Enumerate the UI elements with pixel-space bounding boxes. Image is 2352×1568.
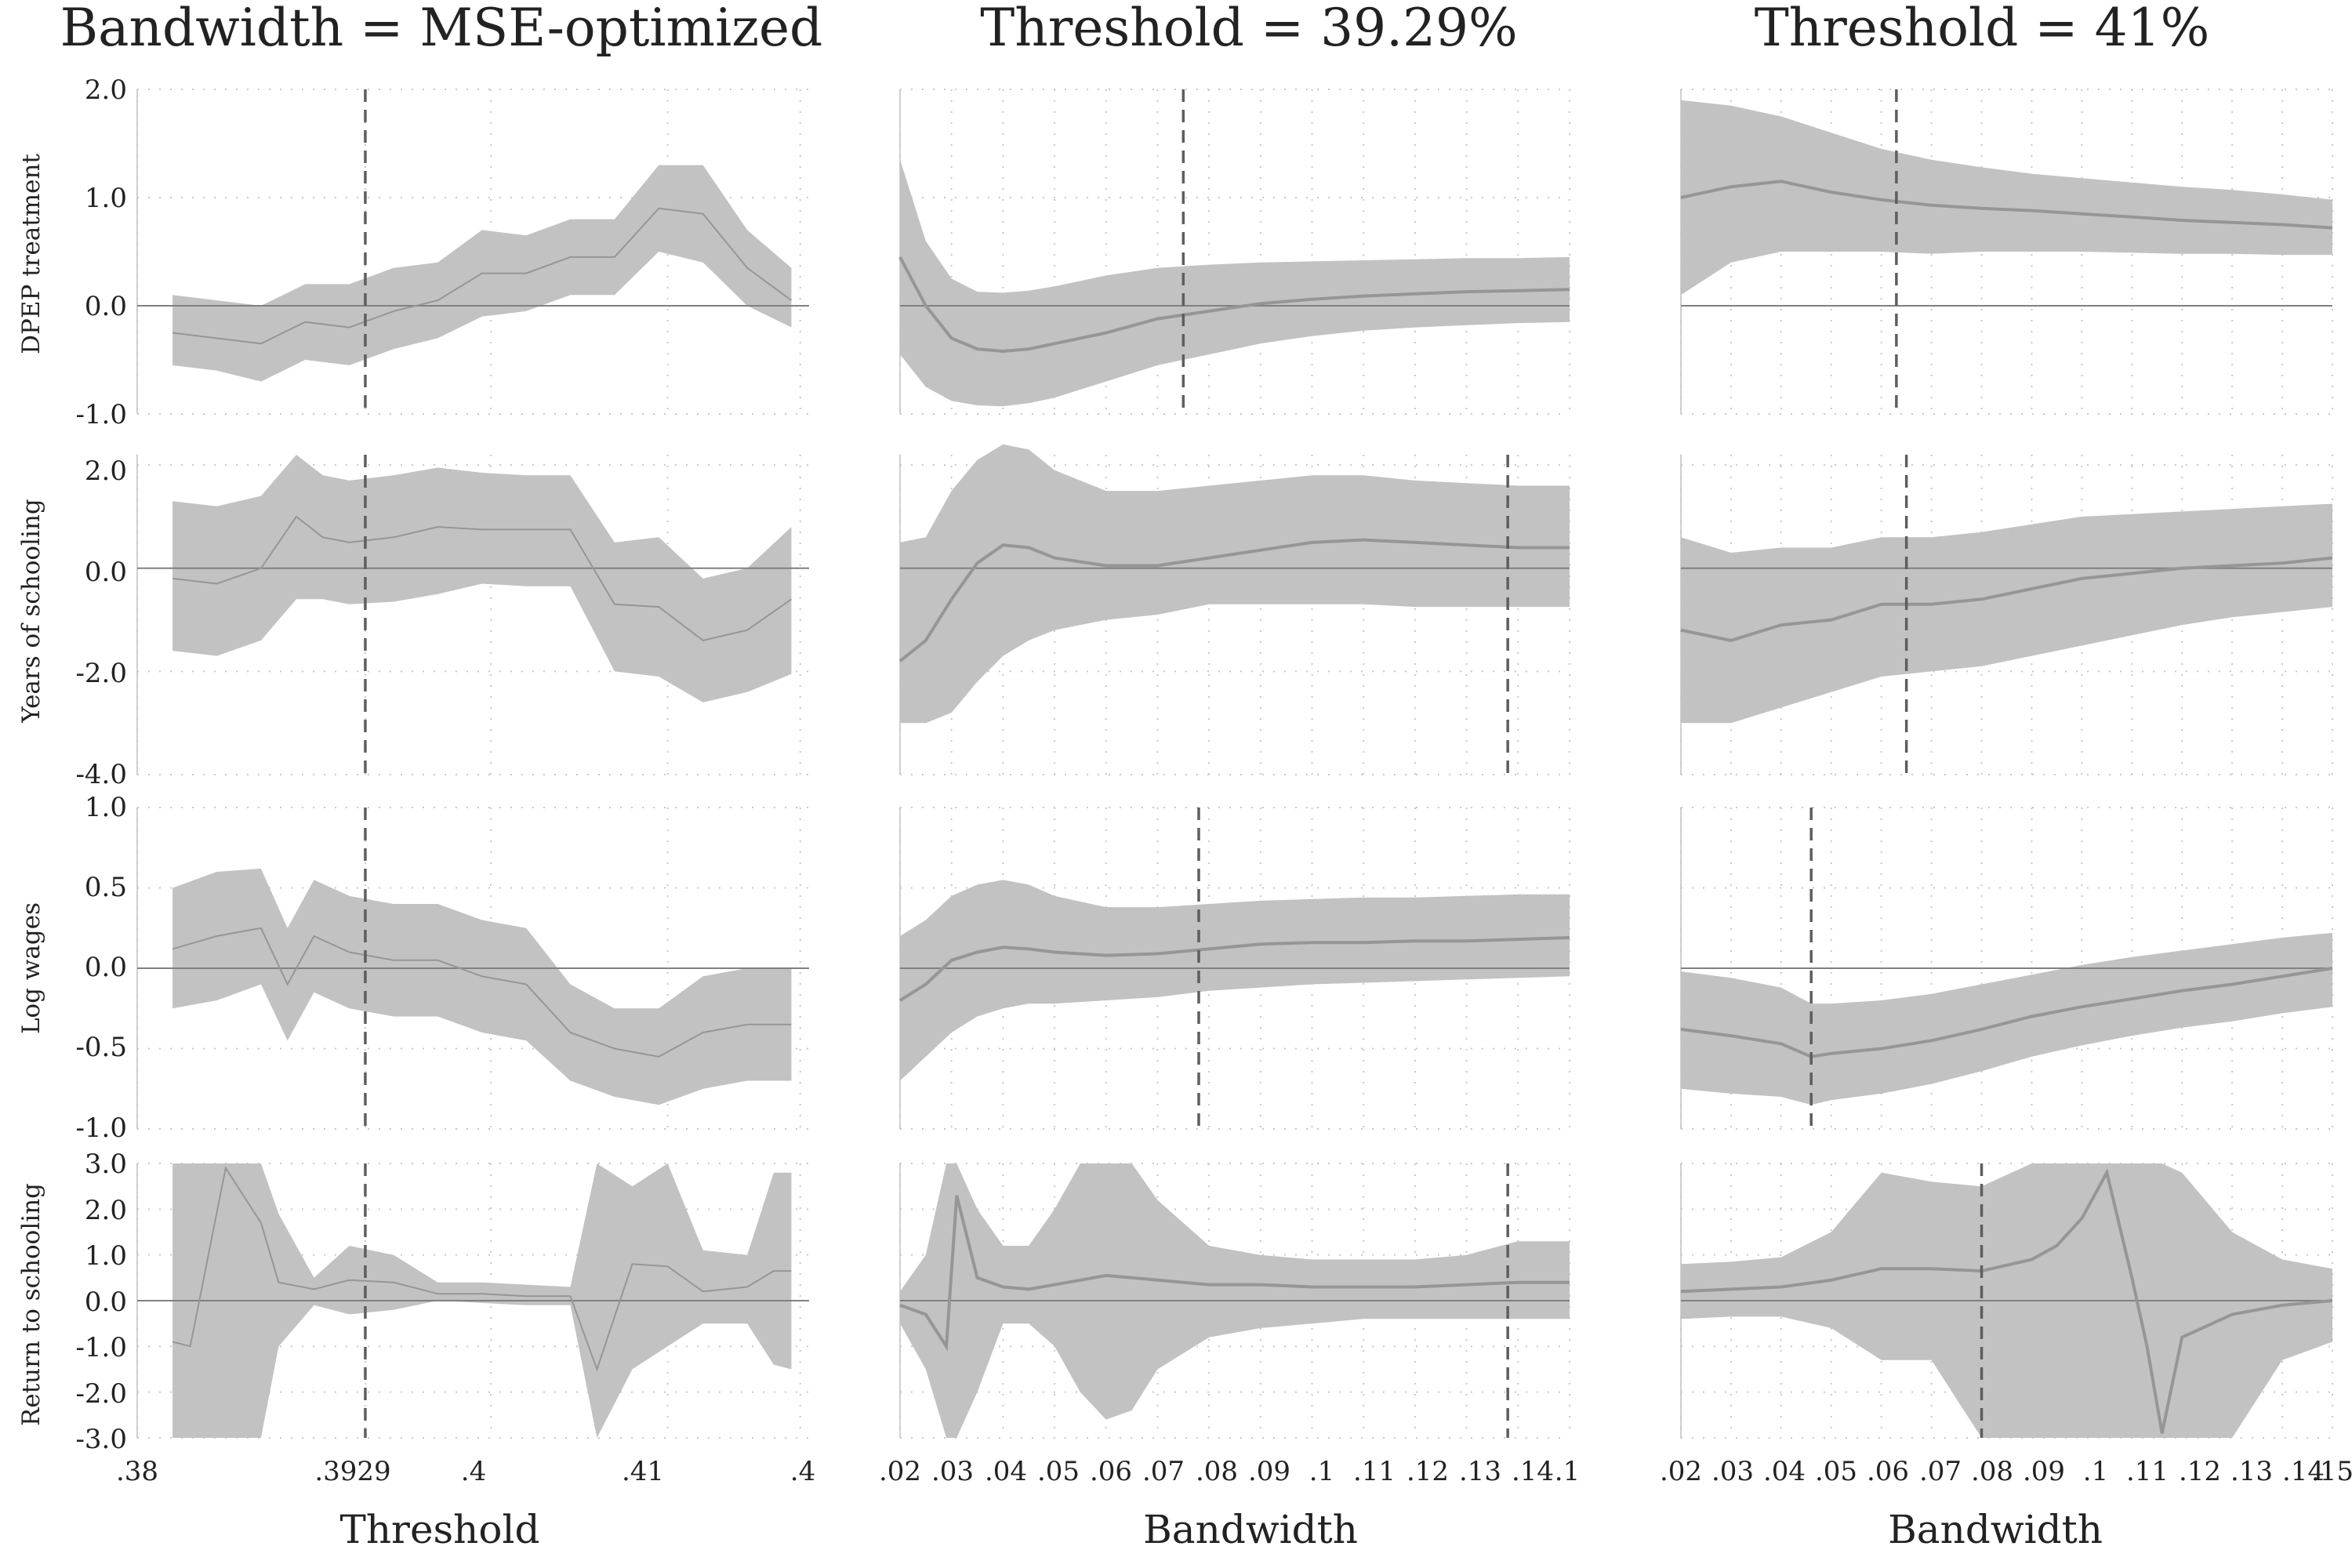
x-tick-label: .4 (461, 1456, 486, 1487)
panel-return-bandwidth-41 (1680, 1163, 2333, 1439)
x-tick-label: .38 (116, 1456, 158, 1487)
confidence-band (1681, 932, 2332, 1105)
panel-dpep-bandwidth-41 (1680, 89, 2333, 415)
y-tick-label: -0.5 (75, 1032, 127, 1063)
y-tick-label: -1.0 (75, 1332, 127, 1363)
y-tick-label: 3.0 (85, 1149, 127, 1180)
panel-wages-threshold (136, 807, 809, 1130)
x-axis-title-3: Bandwidth (1888, 1507, 2103, 1552)
x-tick-label: .09 (2023, 1456, 2065, 1487)
x-tick-label: .05 (1815, 1456, 1857, 1487)
x-tick-label: .04 (985, 1456, 1027, 1487)
x-tick-label: .03 (1711, 1456, 1754, 1487)
x-tick-label: .08 (1196, 1456, 1238, 1487)
x-axis-title-1: Threshold (339, 1507, 539, 1552)
y-tick-label: -1.0 (75, 399, 127, 430)
x-tick-label: .11 (2126, 1456, 2169, 1487)
panel-return-threshold (136, 1163, 809, 1439)
y-tick-label: 2.0 (85, 456, 127, 487)
x-tick-label: .11 (1353, 1456, 1396, 1487)
confidence-band (172, 868, 792, 1105)
panel-schooling-threshold (136, 455, 809, 775)
x-tick-label: .41 (622, 1456, 664, 1487)
x-tick-label: .09 (1248, 1456, 1290, 1487)
y-tick-label: -2.0 (75, 658, 127, 689)
estimate-line (172, 207, 792, 345)
confidence-band (1681, 100, 2332, 296)
x-tick-label: .15 (2311, 1456, 2352, 1487)
estimate-line (898, 936, 1570, 1002)
x-tick-label: .07 (1919, 1456, 1962, 1487)
estimate-line (172, 927, 792, 1058)
y-tick-label: 2.0 (85, 1195, 127, 1226)
column-title-1: Bandwidth = MSE-optimized (60, 0, 823, 58)
y-tick-label: -1.0 (75, 1112, 127, 1144)
row-label-1: DPEP treatment (17, 154, 45, 354)
row-label-4: Return to schooling (17, 1183, 45, 1426)
panel-schooling-bandwidth-3929 (898, 444, 1570, 775)
x-tick-label: .14 (2282, 1456, 2325, 1487)
y-tick-label: 1.0 (85, 1240, 127, 1272)
x-tick-label: .06 (1867, 1456, 1909, 1487)
row-label-3: Log wages (17, 902, 45, 1034)
y-tick-label: -2.0 (75, 1378, 127, 1410)
x-tick-label: .3929 (314, 1456, 390, 1487)
x-tick-label: .13 (2230, 1456, 2273, 1487)
estimate-line (1680, 967, 2333, 1058)
y-tick-label: 0.5 (85, 872, 127, 903)
panel-wages-bandwidth-41 (1680, 807, 2333, 1130)
x-tick-label: .1 (2083, 1456, 2108, 1487)
y-tick-label: 0.0 (85, 952, 127, 983)
y-tick-label: 1.0 (85, 792, 127, 823)
x-tick-label: .1 (1309, 1456, 1334, 1487)
y-tick-label: 0.0 (85, 1287, 127, 1318)
x-axis-title-2: Bandwidth (1143, 1507, 1358, 1552)
x-tick-label: .12 (1406, 1456, 1449, 1487)
panel-dpep-threshold (136, 89, 809, 415)
confidence-band (900, 159, 1570, 407)
x-tick-label: .07 (1142, 1456, 1185, 1487)
estimate-line (1680, 180, 2333, 230)
confidence-band (172, 455, 792, 702)
x-tick-label: .13 (1459, 1456, 1501, 1487)
y-tick-label: 1.0 (85, 183, 127, 214)
column-title-2: Threshold = 39.29% (980, 0, 1518, 58)
x-tick-label: .12 (2179, 1456, 2221, 1487)
row-label-2: Years of schooling (17, 499, 45, 723)
panel-wages-bandwidth-3929 (898, 807, 1570, 1130)
x-tick-label: .03 (931, 1456, 974, 1487)
x-tick-label: .14 (1512, 1456, 1554, 1487)
x-tick-label: .02 (1660, 1456, 1702, 1487)
x-tick-label: .04 (1763, 1456, 1806, 1487)
x-tick-label: .06 (1090, 1456, 1132, 1487)
x-tick-label: .4 (790, 1456, 815, 1487)
estimate-line (899, 1195, 1570, 1352)
estimate-line (1680, 556, 2333, 642)
y-tick-label: 2.0 (85, 74, 127, 106)
x-tick-label: .05 (1037, 1456, 1080, 1487)
y-tick-label: 0.0 (85, 557, 127, 588)
estimate-line (898, 256, 1570, 354)
estimate-line (172, 515, 792, 641)
x-tick-label: .1 (1555, 1456, 1580, 1487)
confidence-band (1681, 503, 2332, 724)
y-tick-label: -3.0 (75, 1424, 127, 1455)
panel-dpep-bandwidth-3929 (898, 89, 1570, 415)
estimate-line (1680, 1168, 2333, 1434)
estimate-line (172, 1166, 792, 1372)
y-tick-label: -4.0 (75, 759, 127, 790)
estimate-line (898, 538, 1570, 662)
x-tick-label: .02 (879, 1456, 921, 1487)
y-tick-label: 0.0 (85, 291, 127, 322)
x-tick-label: .08 (1971, 1456, 2013, 1487)
panel-return-bandwidth-3929 (899, 1163, 1570, 1439)
column-title-3: Threshold = 41% (1755, 0, 2210, 58)
confidence-band (900, 444, 1570, 724)
panel-schooling-bandwidth-41 (1680, 455, 2333, 775)
confidence-band (900, 880, 1570, 1081)
